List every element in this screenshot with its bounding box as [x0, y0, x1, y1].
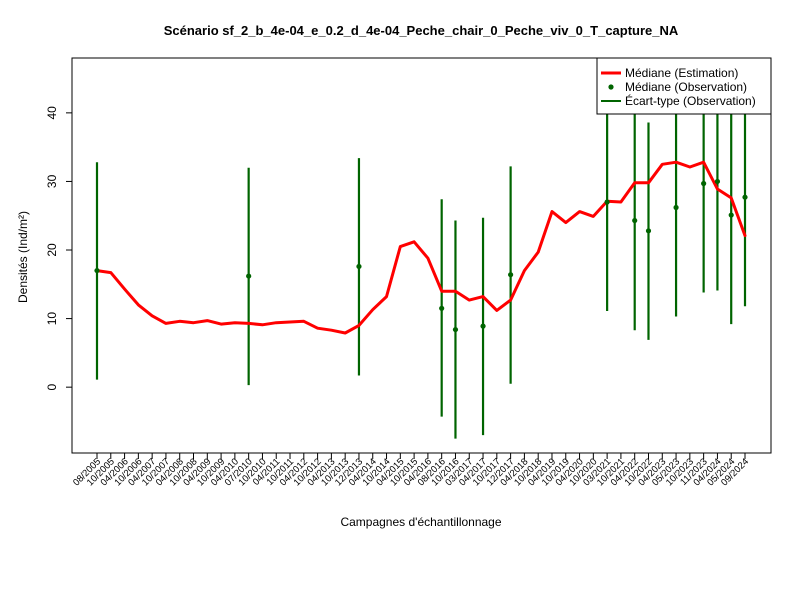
legend-swatch-observation [608, 84, 614, 90]
legend: Médiane (Estimation)Médiane (Observation… [596, 57, 772, 115]
observation-point [480, 323, 486, 329]
y-axis: 0 10 20 30 40 [45, 106, 73, 391]
estimation-line [95, 160, 747, 335]
observation-point [439, 305, 445, 311]
observation-point [742, 194, 748, 200]
legend-box [596, 57, 772, 115]
legend-label: Médiane (Observation) [625, 80, 747, 94]
observation-point [645, 228, 652, 234]
legend-label: Écart-type (Observation) [625, 93, 756, 108]
x-axis-label: Campagnes d'échantillonnage [340, 515, 501, 529]
y-tick-label: 20 [45, 243, 59, 257]
plot-frame [71, 57, 772, 454]
observation-point [673, 204, 679, 211]
observation-points [94, 178, 748, 333]
observation-point [508, 272, 514, 278]
observation-point [714, 178, 721, 185]
y-tick-label: 10 [45, 312, 59, 326]
y-tick-label: 0 [45, 384, 59, 391]
observation-point [94, 267, 100, 274]
y-axis-label: Densités (Ind/m²) [16, 211, 30, 303]
observation-point [728, 212, 734, 218]
observation-point [604, 199, 610, 205]
observation-point [246, 273, 252, 279]
y-tick-label: 40 [45, 106, 59, 120]
x-axis: 08/200510/200504/200610/200604/200710/20… [71, 452, 751, 488]
observation-point [701, 180, 707, 187]
observation-point [356, 263, 362, 270]
estimation-line-group [95, 160, 747, 335]
y-tick-label: 30 [45, 174, 59, 188]
observation-point [452, 326, 459, 333]
observation-point [632, 217, 638, 224]
chart-title: Scénario sf_2_b_4e-04_e_0.2_d_4e-04_Pech… [164, 23, 679, 38]
legend-label: Médiane (Estimation) [625, 66, 738, 80]
